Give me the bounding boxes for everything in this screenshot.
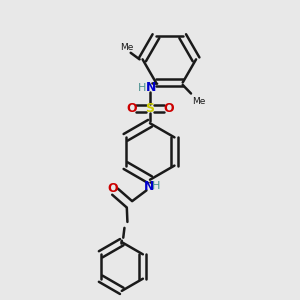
Text: N: N <box>146 81 156 94</box>
Text: O: O <box>163 102 174 115</box>
Text: O: O <box>107 182 118 195</box>
Text: H: H <box>138 82 146 93</box>
Text: H: H <box>152 181 161 191</box>
Text: Me: Me <box>192 97 206 106</box>
Text: O: O <box>126 102 137 115</box>
Text: Me: Me <box>120 43 134 52</box>
Text: S: S <box>146 102 154 115</box>
Text: N: N <box>144 180 154 193</box>
